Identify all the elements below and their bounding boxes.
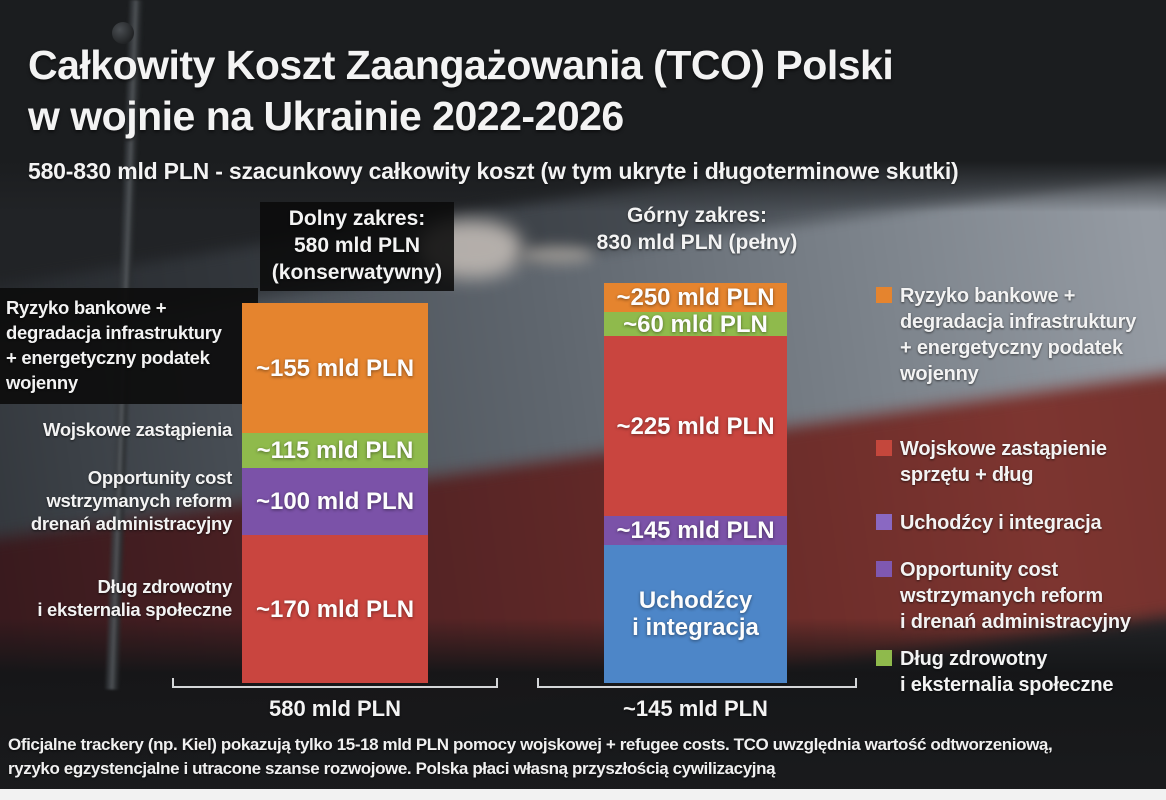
flag-highlight-wisp (520, 246, 594, 264)
category-label-1: Wojskowe zastąpienia (43, 419, 232, 440)
stacked-bar-gorny-zakres: ~250 mld PLN ~60 mld PLN ~225 mld PLN ~145 … (604, 283, 787, 683)
column-header-dolny-text: Dolny zakres: 580 mld PLN (konserwatywny… (259, 202, 455, 291)
segment-label: ~60 mld PLN (623, 310, 768, 338)
segment-label: Uchodźcy i integracja (632, 587, 759, 641)
page-title: Całkowity Koszt Zaangażowania (TCO) Pols… (28, 42, 894, 139)
legend-swatch-icon (876, 561, 892, 577)
segment-label: ~155 mld PLN (255, 354, 415, 382)
legend-label: Uchodźcy i integracja (900, 512, 1102, 534)
category-label-3: Dług zdrowotny i eksternalia społeczne (37, 576, 232, 620)
legend-label: Dług zdrowotny i eksternalia społeczne (900, 648, 1114, 696)
page-subtitle: 580-830 mld PLN - szacunkowy całkowity k… (28, 158, 959, 184)
bar-segment-gorny-4: Uchodźcy i integracja (604, 545, 787, 683)
legend-label: Opportunity cost wstrzymanych reform i d… (900, 559, 1131, 633)
legend-swatch-icon (876, 514, 892, 530)
axis-bracket-dolny (172, 678, 498, 688)
category-label-2: Opportunity cost wstrzymanych reform dre… (30, 467, 232, 534)
segment-label: ~115 mld PLN (256, 437, 414, 464)
bar-segment-gorny-2: ~225 mld PLN (604, 336, 787, 516)
bar-segment-dolny-2: ~100 mld PLN (242, 468, 428, 535)
legend-swatch-icon (876, 650, 892, 666)
segment-label: ~170 mld PLN (255, 595, 415, 623)
bar-segment-dolny-3: ~170 mld PLN (242, 535, 428, 683)
legend-swatch-icon (876, 287, 892, 303)
bar-segment-gorny-0: ~250 mld PLN (604, 283, 787, 312)
segment-label: ~250 mld PLN (616, 284, 775, 311)
segment-label: ~225 mld PLN (616, 412, 775, 440)
column-header-gorny-zakres: Górny zakres: 830 mld PLN (pełny) (596, 204, 798, 254)
legend-swatch-icon (876, 440, 892, 456)
bottom-strip (0, 789, 1166, 800)
stacked-bar-dolny-zakres: ~155 mld PLN ~115 mld PLN ~100 mld PLN ~170… (242, 303, 428, 683)
bar-segment-gorny-1: ~60 mld PLN (604, 310, 787, 338)
column-header-dolny-zakres: Dolny zakres: 580 mld PLN (konserwatywny… (232, 202, 482, 291)
axis-bracket-gorny (537, 678, 857, 688)
legend-label: Ryzyko bankowe + degradacja infrastruktu… (900, 285, 1137, 385)
footnote: Oficjalne trackery (np. Kiel) pokazują t… (8, 735, 1053, 778)
segment-label: ~145 mld PLN (616, 517, 775, 544)
bar-segment-dolny-0: ~155 mld PLN (242, 303, 428, 433)
segment-label: ~100 mld PLN (255, 488, 415, 515)
bar-segment-dolny-1: ~115 mld PLN (242, 433, 428, 468)
axis-total-label-dolny: 580 mld PLN (268, 696, 402, 721)
bar-segment-gorny-3: ~145 mld PLN (604, 516, 787, 545)
axis-total-label-gorny: ~145 mld PLN (623, 696, 768, 721)
legend-label: Wojskowe zastąpienie sprzętu + dług (900, 438, 1107, 486)
category-label-0: Ryzyko bankowe + degradacja infrastruktu… (0, 288, 258, 404)
